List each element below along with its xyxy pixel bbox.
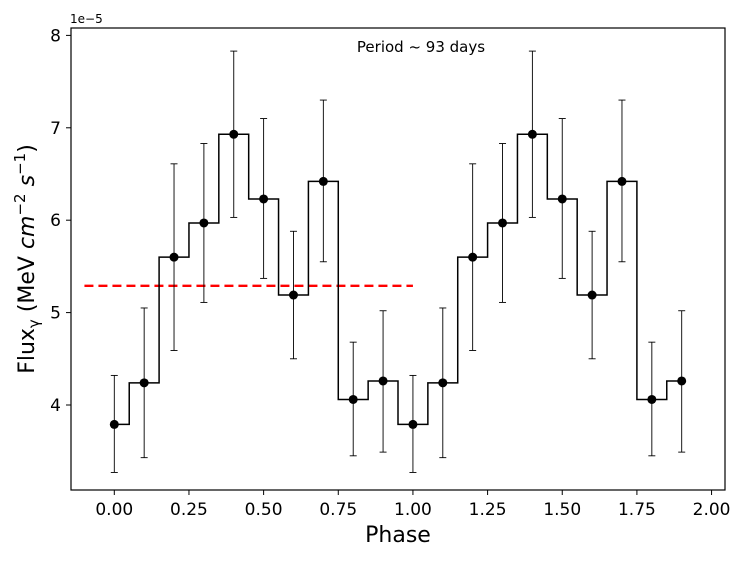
plot-frame <box>70 27 726 491</box>
x-tick-label: 0.75 <box>319 500 357 520</box>
data-point <box>318 176 328 186</box>
x-tick-label: 1.75 <box>618 500 656 520</box>
y-tick-label: 5 <box>50 304 61 324</box>
annotation-period: Period ~ 93 days <box>357 38 485 56</box>
data-point <box>378 376 388 386</box>
x-tick-label: 2.00 <box>693 500 731 520</box>
data-point <box>229 129 239 139</box>
plot-area <box>84 50 687 473</box>
y-tick-label: 8 <box>50 26 61 46</box>
data-point <box>259 194 269 204</box>
y-axis: 4 5 6 7 8 <box>50 26 71 416</box>
data-point <box>617 176 627 186</box>
x-tick-label: 0.00 <box>95 500 133 520</box>
y-tick-label: 4 <box>50 396 61 416</box>
y-tick-label: 7 <box>50 119 61 139</box>
data-point <box>288 290 298 300</box>
x-axis-label: Phase <box>365 523 431 548</box>
y-offset-label: 1e−5 <box>70 12 103 26</box>
x-tick-label: 0.50 <box>245 500 283 520</box>
x-tick-label: 1.00 <box>394 500 432 520</box>
y-axis-label: Fluxγ (MeV cm−2 s−1) <box>11 144 43 374</box>
data-point <box>199 218 209 228</box>
series-step-line <box>114 133 682 426</box>
data-point <box>498 218 508 228</box>
x-tick-label: 1.25 <box>469 500 507 520</box>
data-point <box>677 376 687 386</box>
x-tick-label: 1.50 <box>543 500 581 520</box>
data-point <box>139 378 149 388</box>
data-point <box>109 419 119 429</box>
data-point <box>408 419 418 429</box>
data-point <box>348 394 358 404</box>
y-tick-label: 6 <box>50 211 61 231</box>
data-point <box>527 129 537 139</box>
data-point <box>438 378 448 388</box>
data-point <box>557 194 567 204</box>
data-point <box>587 290 597 300</box>
x-axis: 0.00 0.25 0.50 0.75 1.00 1.25 1.50 1.75 2.00 <box>95 490 730 520</box>
x-tick-label: 0.25 <box>170 500 208 520</box>
data-point <box>647 394 657 404</box>
data-point <box>468 252 478 262</box>
data-point <box>169 252 179 262</box>
